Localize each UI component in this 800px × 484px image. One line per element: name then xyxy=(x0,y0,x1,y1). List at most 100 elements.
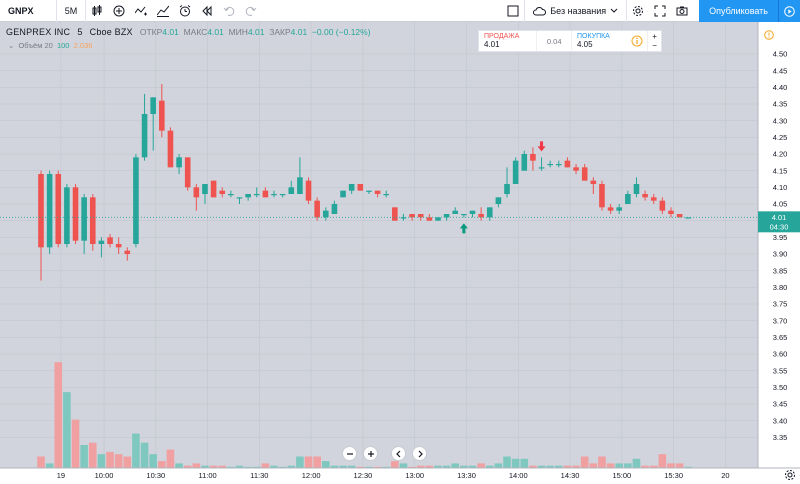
candle-body xyxy=(141,114,148,158)
chart-grid xyxy=(0,22,758,468)
info-icon xyxy=(631,35,643,47)
redo-icon[interactable] xyxy=(240,0,262,22)
settings-icon[interactable] xyxy=(627,0,649,22)
price-tick-label: 3.80 xyxy=(773,283,788,292)
scroll-left-button[interactable] xyxy=(391,446,406,461)
volume-bar xyxy=(54,362,63,468)
collapse-icon[interactable]: ⌄ xyxy=(8,41,15,50)
candle-body xyxy=(633,184,640,194)
candle-body xyxy=(348,184,355,191)
candle-body xyxy=(124,250,131,254)
replay-icon[interactable] xyxy=(196,0,218,22)
sell-button[interactable]: ПРОДАЖА 4.01 xyxy=(479,31,536,51)
candle-body xyxy=(46,174,53,248)
volume-bar xyxy=(615,463,624,468)
candle-body xyxy=(202,184,208,194)
chevron-left-icon xyxy=(395,450,400,457)
fullscreen-icon[interactable] xyxy=(649,0,671,22)
volume-bar xyxy=(244,466,252,468)
volume-legend[interactable]: ⌄ Объём 20 100 2.036 xyxy=(8,41,92,50)
candle-body xyxy=(417,214,424,218)
candle-body xyxy=(193,187,200,198)
candle-body xyxy=(383,194,389,196)
volume-label: Объём 20 xyxy=(18,41,53,50)
price-tick-label: 3.95 xyxy=(773,233,788,242)
time-axis: 19 10:00 10:30 11:00 11:30 12:00 12:30 13:00 13:… xyxy=(0,467,800,484)
layout-name-button[interactable]: Без названия xyxy=(525,6,626,16)
price-chart[interactable]: 4.50 4.45 4.40 4.35 4.30 4.25 4.20 4.15 4.10 4.05… xyxy=(0,22,800,484)
chevron-right-icon xyxy=(418,450,423,457)
last-price-label: 4.01 xyxy=(772,213,787,222)
candle-body xyxy=(625,194,631,204)
candle-body xyxy=(366,190,372,192)
candle-body xyxy=(642,194,648,198)
candle-body xyxy=(81,197,87,241)
volume-bars xyxy=(37,362,693,468)
candle-body xyxy=(340,190,346,198)
price-axis-background xyxy=(758,22,800,484)
volume-bar xyxy=(460,465,468,468)
zoom-in-button[interactable] xyxy=(363,446,378,461)
publish-button[interactable]: Опубликовать xyxy=(699,0,778,22)
volume-bar xyxy=(658,454,667,468)
decrease-button[interactable]: − xyxy=(652,41,657,50)
symbol-search-button[interactable]: GNPX xyxy=(8,5,34,16)
price-tick-label: 4.35 xyxy=(773,100,788,109)
volume-bar xyxy=(321,461,330,468)
price-axis: 4.50 4.45 4.40 4.35 4.30 4.25 4.20 4.15 4.10 4.05… xyxy=(757,22,800,484)
chart-settings-button[interactable] xyxy=(784,468,798,482)
candle-body xyxy=(521,154,528,171)
chart-type-icon[interactable] xyxy=(86,0,108,22)
candle-body xyxy=(452,210,459,214)
time-tick-label: 13:30 xyxy=(457,471,476,480)
toolbar-right-group: Без названия Опубликовать xyxy=(502,0,800,22)
candle-body xyxy=(495,197,502,204)
low-label: МИН xyxy=(228,27,248,37)
layout-square-icon[interactable] xyxy=(502,0,524,22)
volume-bar xyxy=(684,466,693,468)
play-button[interactable] xyxy=(778,0,800,22)
candle-body xyxy=(357,184,364,191)
candle-body xyxy=(676,214,683,218)
price-tick-label: 4.45 xyxy=(773,66,788,75)
candle-body xyxy=(297,177,303,194)
volume-bar xyxy=(365,466,373,468)
candle-body xyxy=(150,97,156,114)
indicators-icon[interactable] xyxy=(130,0,152,22)
zoom-out-button[interactable] xyxy=(342,446,357,461)
chevron-down-icon xyxy=(610,8,618,13)
alert-icon[interactable] xyxy=(174,0,196,22)
price-tick-label: 3.65 xyxy=(773,333,788,342)
buy-button[interactable]: ПОКУПКА 4.05 xyxy=(572,31,627,51)
time-tick-label: 11:30 xyxy=(250,471,268,480)
volume-bar xyxy=(356,466,365,468)
warning-icon[interactable] xyxy=(764,27,774,45)
camera-icon[interactable] xyxy=(671,0,693,22)
volume-bar xyxy=(304,456,313,468)
volume-bar xyxy=(529,465,537,468)
scroll-right-button[interactable] xyxy=(412,446,427,461)
interval-button[interactable]: 5M xyxy=(64,5,78,16)
close-label: ЗАКР xyxy=(269,27,291,37)
undo-icon[interactable] xyxy=(218,0,240,22)
volume-bar xyxy=(166,449,175,468)
compare-icon[interactable] xyxy=(108,0,130,22)
increase-button[interactable]: + xyxy=(652,32,657,41)
volume-bar xyxy=(149,454,157,468)
quantity-stepper[interactable]: + − xyxy=(647,31,661,51)
candle-body xyxy=(38,174,44,248)
candle-body xyxy=(504,184,510,194)
info-button[interactable] xyxy=(627,31,647,51)
volume-ma-value: 2.036 xyxy=(73,41,93,50)
candle-body xyxy=(322,210,329,218)
volume-bar xyxy=(88,442,97,468)
buy-arrow-icon xyxy=(459,223,468,234)
time-tick-label: 12:30 xyxy=(354,471,373,480)
top-toolbar: GNPX 5M xyxy=(0,0,800,22)
financials-icon[interactable] xyxy=(152,0,174,22)
candle-body xyxy=(184,157,191,188)
volume-bar xyxy=(442,465,451,468)
volume-bar xyxy=(209,465,218,468)
volume-bar xyxy=(503,456,511,468)
time-tick-label: 20 xyxy=(721,471,729,480)
